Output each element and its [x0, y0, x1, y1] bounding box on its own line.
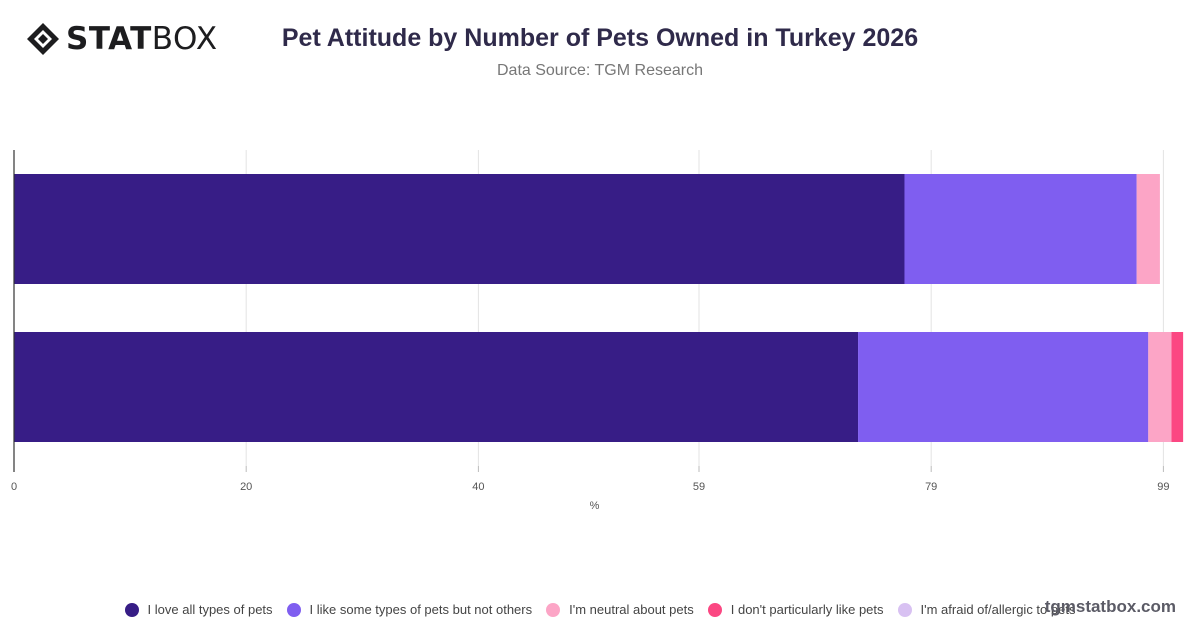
legend-swatch — [546, 602, 561, 617]
legend-label: I'm neutral about pets — [569, 602, 694, 617]
stacked-bar-chart: 0 20 40 59 79 99% — [11, 150, 1184, 512]
legend-item[interactable]: I don't particularly like pets — [707, 602, 884, 617]
x-tick-label: 20 — [240, 481, 252, 493]
legend-item[interactable]: I love all types of pets — [124, 602, 273, 617]
x-tick-label: 79 — [925, 481, 937, 493]
bar-segment — [1148, 332, 1172, 442]
legend-swatch — [286, 602, 301, 617]
diamond-logo-icon — [27, 23, 59, 55]
legend-swatch — [707, 602, 722, 617]
x-tick-label: 40 — [472, 481, 484, 493]
bar-segment — [1136, 174, 1160, 284]
bar-segment — [904, 174, 1137, 284]
bar-segment — [1171, 332, 1184, 442]
logo-wordmark: STATBOX — [66, 20, 218, 57]
logo-word-regular: BOX — [151, 20, 218, 57]
x-tick-label: 99 — [1157, 481, 1169, 493]
legend-swatch — [124, 602, 139, 617]
legend-item[interactable]: I'm afraid of/allergic to pets — [897, 602, 1076, 617]
x-tick-label: 59 — [693, 481, 705, 493]
legend-item[interactable]: I like some types of pets but not others — [286, 602, 533, 617]
legend-label: I love all types of pets — [147, 602, 273, 617]
legend-label: I'm afraid of/allergic to pets — [920, 602, 1076, 617]
x-axis-label: % — [590, 500, 600, 512]
statbox-logo: STATBOX — [26, 22, 218, 56]
logo-word-bold: STAT — [66, 20, 152, 57]
x-tick-label: 0 — [11, 481, 17, 493]
chart-subtitle: Data Source: TGM Research — [496, 62, 703, 79]
legend-label: I like some types of pets but not others — [309, 602, 533, 617]
bar-segment — [14, 174, 905, 284]
legend-label: I don't particularly like pets — [730, 602, 884, 617]
bar-segment — [14, 332, 859, 442]
bar-segment — [858, 332, 1149, 442]
chart-title: Pet Attitude by Number of Pets Owned in … — [281, 24, 919, 52]
legend-swatch — [897, 602, 912, 617]
chart-legend: I love all types of pets I like some type… — [0, 602, 1200, 617]
legend-item[interactable]: I'm neutral about pets — [546, 602, 694, 617]
site-credit: tgmstatbox.com — [1044, 597, 1176, 616]
